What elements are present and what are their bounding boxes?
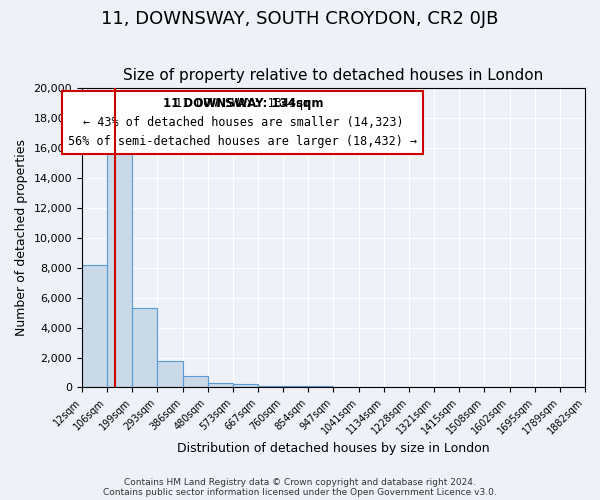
Bar (132, 308, 157, 388)
Text: Contains HM Land Registry data © Crown copyright and database right 2024.
Contai: Contains HM Land Registry data © Crown c… (103, 478, 497, 497)
Bar (258, 386, 283, 388)
Text: 11, DOWNSWAY, SOUTH CROYDON, CR2 0JB: 11, DOWNSWAY, SOUTH CROYDON, CR2 0JB (101, 10, 499, 28)
Bar (283, 386, 308, 388)
Bar (233, 384, 258, 388)
Text: 11 DOWNSWAY: 134sqm
← 43% of detached houses are smaller (14,323)
56% of semi-de: 11 DOWNSWAY: 134sqm ← 43% of detached ho… (68, 98, 418, 148)
Y-axis label: Number of detached properties: Number of detached properties (15, 140, 28, 336)
Bar (182, 376, 208, 388)
Bar (208, 383, 233, 388)
Bar (308, 386, 334, 388)
Title: Size of property relative to detached houses in London: Size of property relative to detached ho… (124, 68, 544, 83)
Bar (82, 265, 107, 388)
Text: 11 DOWNSWAY: 134sqm: 11 DOWNSWAY: 134sqm (163, 98, 323, 110)
X-axis label: Distribution of detached houses by size in London: Distribution of detached houses by size … (177, 442, 490, 455)
Bar (107, 139, 132, 388)
Bar (157, 362, 182, 388)
